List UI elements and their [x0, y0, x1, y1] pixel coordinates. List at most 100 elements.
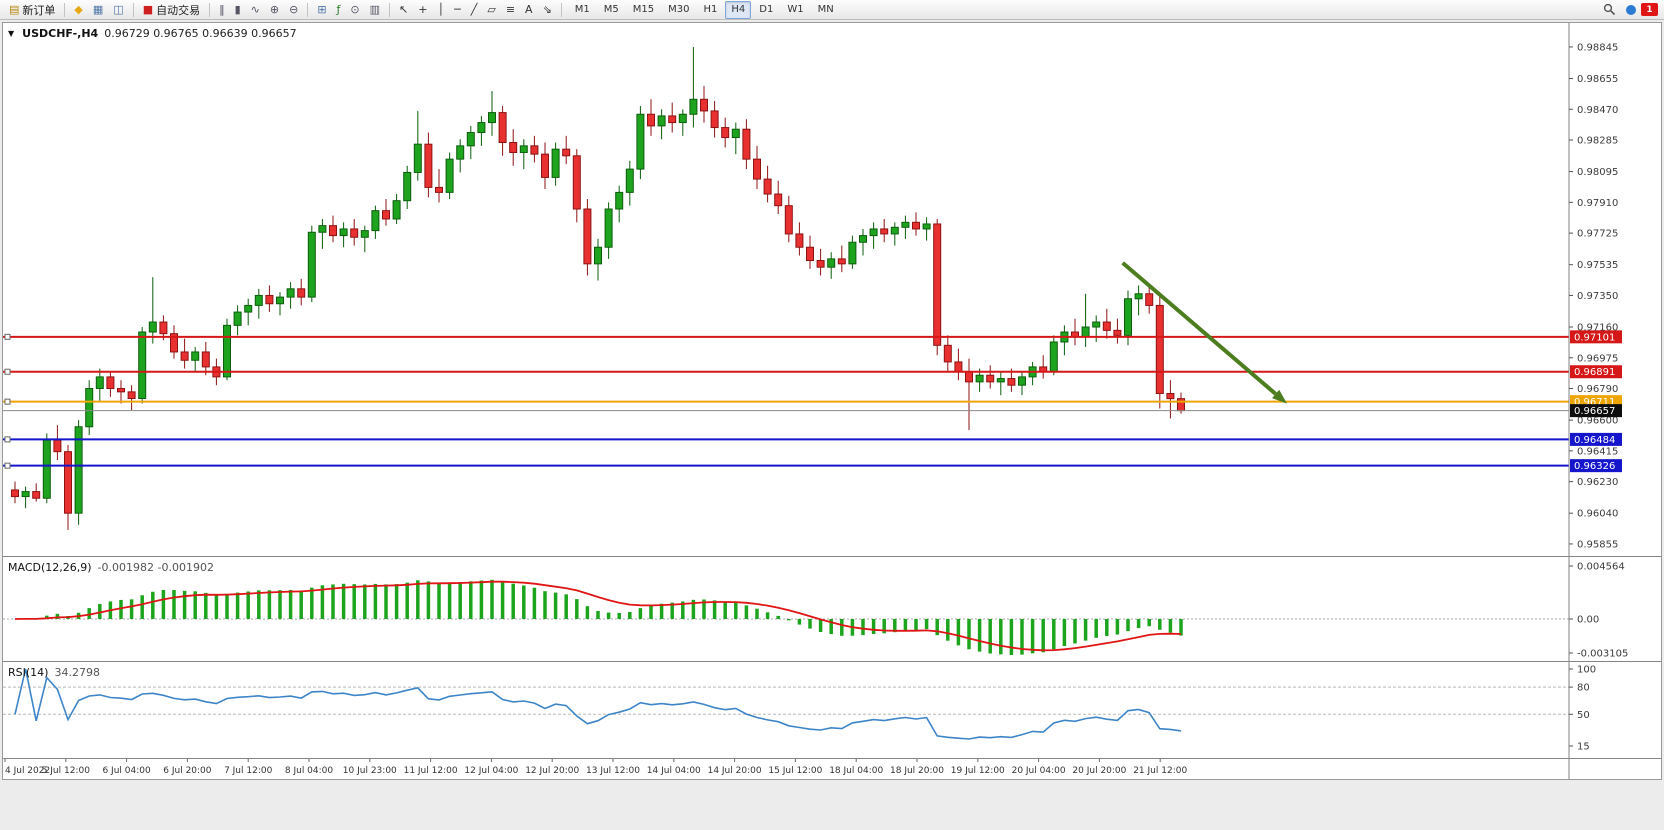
svg-text:0.96600: 0.96600: [1577, 416, 1618, 427]
timeframe-button-m30[interactable]: M30: [668, 4, 690, 15]
timeframe-button-m15[interactable]: M15: [632, 4, 655, 15]
new-order-button-label: 新订单: [22, 3, 56, 17]
svg-text:0.004564: 0.004564: [1577, 562, 1625, 573]
channel-icon: ▱: [487, 3, 496, 16]
timeframe-button-mn[interactable]: MN: [817, 4, 834, 15]
bar-chart-button[interactable]: ‖: [215, 0, 229, 19]
line-chart-button[interactable]: ∿: [247, 0, 264, 19]
time-axis-label: 21 Jul 12:00: [1133, 766, 1187, 776]
macd-canvas[interactable]: 0.004564 0.00 -0.003105: [3, 557, 1661, 661]
zoom-out-button[interactable]: ⊖: [285, 0, 302, 19]
svg-text:0.98470: 0.98470: [1577, 105, 1618, 116]
sound-button[interactable]: ◆: [70, 0, 86, 19]
svg-text:0.97725: 0.97725: [1577, 229, 1618, 240]
trendline-button[interactable]: ╱: [467, 0, 482, 19]
macd-histogram: [23, 579, 1183, 655]
time-axis-label: 19 Jul 12:00: [951, 766, 1005, 776]
channel-button[interactable]: ▱: [483, 0, 499, 19]
search-icon[interactable]: [1599, 0, 1620, 19]
svg-text:0.96711: 0.96711: [1574, 397, 1615, 408]
trend-arrow: [1121, 261, 1287, 404]
timeframe-button-h1[interactable]: H1: [703, 4, 718, 15]
arrow-object-button[interactable]: ⇘: [539, 0, 556, 19]
cursor-button[interactable]: ↖: [395, 0, 412, 19]
time-axis-label: 6 Jul 04:00: [102, 766, 151, 776]
toolbar-separator: [64, 2, 66, 17]
autotrade-button[interactable]: ■ 自动交易: [139, 0, 204, 19]
time-axis-label: 4 Jul 2022: [5, 766, 50, 776]
svg-text:80: 80: [1577, 683, 1590, 694]
svg-text:0.98285: 0.98285: [1577, 136, 1618, 147]
time-axis-label: 18 Jul 04:00: [829, 766, 883, 776]
time-axis-label: 13 Jul 12:00: [586, 766, 640, 776]
period-button[interactable]: ⊙: [346, 0, 363, 19]
fibonacci-button[interactable]: ≡: [502, 0, 519, 19]
time-axis-label: 14 Jul 20:00: [708, 766, 762, 776]
main-toolbar: ▤ 新订单 ◆ ▦ ◫ ■ 自动交易 ‖ ▮ ∿ ⊕ ⊖ ⊞ ƒ ⊙ ▥ ↖ + │ ─ ╱ ▱ ≡ A ⇘ M1 M5 M15 M3…: [0, 0, 1664, 20]
candle-chart-button[interactable]: ▮: [231, 0, 245, 19]
autotrade-icon: ■: [142, 3, 154, 16]
template-icon: ▥: [369, 3, 381, 16]
svg-text:0.00: 0.00: [1577, 615, 1599, 626]
rsi-line: [14, 668, 1182, 740]
crosshair-button[interactable]: +: [414, 0, 431, 19]
timeframe-toolbar: M1 M5 M15 M30 H1 H4 D1 W1 MN: [568, 0, 841, 19]
zoom-in-icon: ⊕: [269, 3, 280, 16]
hline-handle[interactable]: [4, 436, 11, 443]
time-axis-label: 18 Jul 20:00: [890, 766, 944, 776]
time-axis-label: 5 Jul 12:00: [42, 766, 91, 776]
text-icon: A: [525, 3, 533, 16]
data-window-button[interactable]: ◫: [109, 0, 127, 19]
horizontal-line-button[interactable]: ─: [450, 0, 465, 19]
bar-chart-icon: ‖: [219, 3, 225, 16]
timeframe-button-w1[interactable]: W1: [787, 4, 804, 15]
macd-panel[interactable]: MACD(12,26,9) -0.001982 -0.001902 0.0045…: [3, 557, 1661, 662]
hline-handle[interactable]: [4, 462, 11, 469]
toolbar-buttons: ▤ 新订单 ◆ ▦ ◫ ■ 自动交易 ‖ ▮ ∿ ⊕ ⊖ ⊞ ƒ ⊙ ▥ ↖ + │ ─ ╱ ▱ ≡ A ⇘: [4, 0, 566, 19]
vertical-line-button[interactable]: │: [433, 0, 448, 19]
time-axis-label: 20 Jul 04:00: [1012, 766, 1066, 776]
rsi-panel[interactable]: RSI(14) 34.2798 100 80 50 15: [3, 662, 1661, 759]
timeframe-button-m5[interactable]: M5: [603, 4, 619, 15]
time-axis-label: 6 Jul 20:00: [163, 766, 212, 776]
hline-handle[interactable]: [4, 398, 11, 405]
market-watch-button[interactable]: ▦: [89, 0, 107, 19]
template-button[interactable]: ▥: [366, 0, 384, 19]
hline-handle[interactable]: [4, 368, 11, 375]
svg-text:0.95855: 0.95855: [1577, 539, 1618, 550]
chart-window[interactable]: ▼ USDCHF-,H4 0.96729 0.96765 0.96639 0.9…: [2, 22, 1662, 780]
time-axis[interactable]: 4 Jul 2022 5 Jul 12:00 6 Jul 04:00 6 Jul 20…: [3, 759, 1661, 779]
macd-signal-line: [14, 580, 1182, 652]
cursor-icon: ↖: [399, 3, 409, 16]
price-chart-panel[interactable]: ▼ USDCHF-,H4 0.96729 0.96765 0.96639 0.9…: [3, 23, 1661, 557]
tile-windows-button[interactable]: ⊞: [313, 0, 330, 19]
svg-text:50: 50: [1577, 710, 1590, 721]
toolbar-separator: [560, 2, 562, 17]
line-chart-icon: ∿: [250, 3, 260, 16]
hline-handle[interactable]: [4, 333, 11, 340]
period-icon: ⊙: [350, 3, 360, 16]
time-axis-label: 8 Jul 04:00: [285, 766, 334, 776]
text-button[interactable]: A: [521, 0, 537, 19]
indicators-icon: ƒ: [336, 3, 341, 16]
horizontal-line-icon: ─: [454, 3, 461, 16]
fibonacci-icon: ≡: [505, 3, 516, 16]
autotrade-button-label: 自动交易: [156, 3, 201, 17]
indicators-button[interactable]: ƒ: [333, 0, 345, 19]
rsi-canvas[interactable]: 100 80 50 15: [3, 662, 1661, 758]
time-axis-label: 12 Jul 04:00: [464, 766, 518, 776]
svg-text:15: 15: [1577, 742, 1590, 753]
time-axis-label: 11 Jul 12:00: [404, 766, 458, 776]
new-order-button[interactable]: ▤ 新订单: [5, 0, 59, 19]
svg-text:0.96657: 0.96657: [1574, 406, 1615, 417]
price-chart-canvas[interactable]: 0.97101 0.96891 0.96711 0.96484 0.96326 0.988…: [3, 23, 1661, 556]
svg-text:-0.003105: -0.003105: [1577, 649, 1628, 660]
timeframe-button-h4[interactable]: H4: [725, 0, 752, 19]
timeframe-button-m1[interactable]: M1: [574, 4, 590, 15]
zoom-in-button[interactable]: ⊕: [266, 0, 283, 19]
trendline-icon: ╱: [470, 3, 478, 16]
notification-badge[interactable]: 1: [1641, 3, 1658, 16]
candle-chart-icon: ▮: [234, 3, 241, 16]
timeframe-button-d1[interactable]: D1: [759, 4, 774, 15]
